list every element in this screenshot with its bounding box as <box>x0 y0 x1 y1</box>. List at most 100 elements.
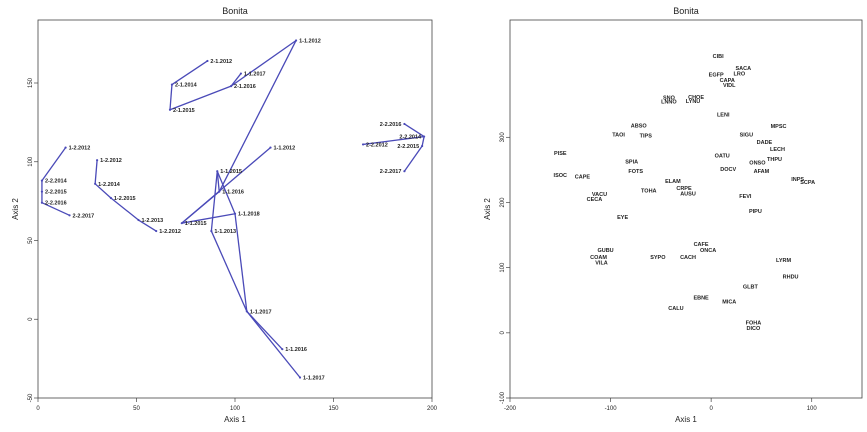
species-label: RHDU <box>783 275 799 281</box>
point-label: 1-1.2017 <box>250 309 272 315</box>
species-label: ABSO <box>631 124 648 130</box>
species-label: DICO <box>747 326 761 332</box>
y-tick-label: 200 <box>500 197 506 208</box>
trajectory-point <box>239 72 243 75</box>
point-label: 2-2.2012 <box>366 142 388 148</box>
trajectory-segment <box>404 123 425 138</box>
species-label: PIPU <box>749 209 762 215</box>
trajectory-segment <box>216 171 220 192</box>
trajectory-segment <box>230 39 297 87</box>
species-label: SIGU <box>740 133 753 139</box>
x-tick-label: 200 <box>427 406 438 412</box>
trajectory-point <box>206 59 209 63</box>
point-label: 1-1.2013 <box>214 229 236 235</box>
chart-right-panel: Bonita -200 -100 0 100 -100 0 100 200 300 Axis 1 Ax… <box>440 0 867 432</box>
point-label: 2-2.2016 <box>380 122 402 128</box>
trajectory-segment <box>181 147 271 224</box>
y-tick-label: 100 <box>500 262 506 273</box>
species-label: ONCA <box>700 248 716 254</box>
species-label: VACU <box>592 192 607 198</box>
trajectory-segment <box>216 170 236 214</box>
species-label: MPSC <box>771 124 787 130</box>
point-label: 1-1.2018 <box>238 212 260 218</box>
species-label: LRO <box>733 71 745 77</box>
trajectory-point <box>294 39 298 42</box>
species-label: GUBU <box>597 248 613 254</box>
point-label: 1-1.2012 <box>273 146 295 152</box>
species-label: LNNO <box>661 99 677 105</box>
point-label: 2-2.2014 <box>45 179 68 185</box>
point-label: 1-2.2012 <box>100 158 122 164</box>
species-label: EYE <box>617 215 628 221</box>
species-label: PISE <box>554 151 567 157</box>
y-tick-label: 0 <box>500 330 506 334</box>
trajectory-point <box>403 122 406 126</box>
trajectory-point <box>269 146 272 149</box>
species-label: SPIA <box>625 159 638 165</box>
plot-frame <box>509 19 863 399</box>
species-label: FOHA <box>746 320 762 326</box>
species-label: THPU <box>767 157 782 163</box>
species-label: SYPO <box>650 255 666 261</box>
species-label: TOHA <box>641 189 657 195</box>
trajectory-point <box>403 170 406 173</box>
species-label: SNO <box>663 96 676 102</box>
point-label: 1-1.2016 <box>285 347 307 353</box>
species-label: AFAM <box>754 169 770 175</box>
point-label: 2-2.2017 <box>73 213 95 219</box>
point-label: 2-2.2017 <box>380 169 402 175</box>
y-tick-label: 100 <box>28 156 34 167</box>
species-label: MICA <box>722 300 736 306</box>
point-label: 2-1.2014 <box>175 83 198 89</box>
x-axis-label: Axis 1 <box>675 415 697 424</box>
point-label: 2-1.2015 <box>173 108 195 114</box>
species-label: VILA <box>595 260 608 266</box>
species-label: ISOC <box>554 173 567 179</box>
trajectory-point <box>245 310 248 313</box>
trajectory-segment <box>230 73 242 87</box>
trajectory-point <box>155 229 158 233</box>
trajectory-segment <box>169 84 173 110</box>
point-label: 2-2.2015 <box>397 144 419 150</box>
trajectory-point <box>137 218 140 222</box>
point-label: 1-1.2015 <box>185 221 207 227</box>
species-label: DOCV <box>720 167 736 173</box>
species-label: AUSU <box>680 191 696 197</box>
trajectory-segment <box>41 202 70 216</box>
x-tick-label: 50 <box>133 406 140 412</box>
trajectory-point <box>94 182 97 185</box>
species-label: LECH <box>770 147 785 153</box>
species-label: LENI <box>717 112 730 118</box>
point-label: 1-2.2014 <box>98 182 121 188</box>
trajectory-segment <box>246 310 301 378</box>
species-label: FEVI <box>739 194 752 200</box>
trajectory-segment <box>210 230 248 312</box>
point-label: 1-1.2017 <box>303 376 325 382</box>
x-tick-label: 150 <box>328 406 339 412</box>
species-label: EBNE <box>693 296 709 302</box>
x-tick-label: 100 <box>230 406 241 412</box>
species-label: CIBI <box>713 54 724 60</box>
species-label: LYRM <box>776 258 791 264</box>
species-label: LYNU <box>686 99 700 105</box>
trajectory-point <box>229 85 233 88</box>
trajectory-segment <box>110 197 139 221</box>
chart-left-panel: Bonita 0 50 100 150 200 -50 0 50 100 150 Axis 1 Axis… <box>11 6 438 424</box>
trajectory-segment <box>218 40 297 192</box>
species-label: CECA <box>587 197 603 203</box>
species-label: EGFP <box>709 73 724 79</box>
trajectory-segment <box>421 136 425 147</box>
species-label: SCPA <box>800 180 815 186</box>
species-label: TAOI <box>612 133 625 139</box>
species-label: CACH <box>680 255 696 261</box>
y-axis-label: Axis 2 <box>483 198 492 220</box>
trajectory-point <box>281 348 284 351</box>
species-label: COAM <box>590 255 607 261</box>
y-tick-label: -100 <box>500 391 506 404</box>
y-tick-label: -50 <box>28 393 34 402</box>
trajectory-segment <box>181 213 236 224</box>
y-axis-label: Axis 2 <box>11 198 20 220</box>
trajectory-segment <box>94 183 112 199</box>
trajectory-segment <box>171 60 208 86</box>
